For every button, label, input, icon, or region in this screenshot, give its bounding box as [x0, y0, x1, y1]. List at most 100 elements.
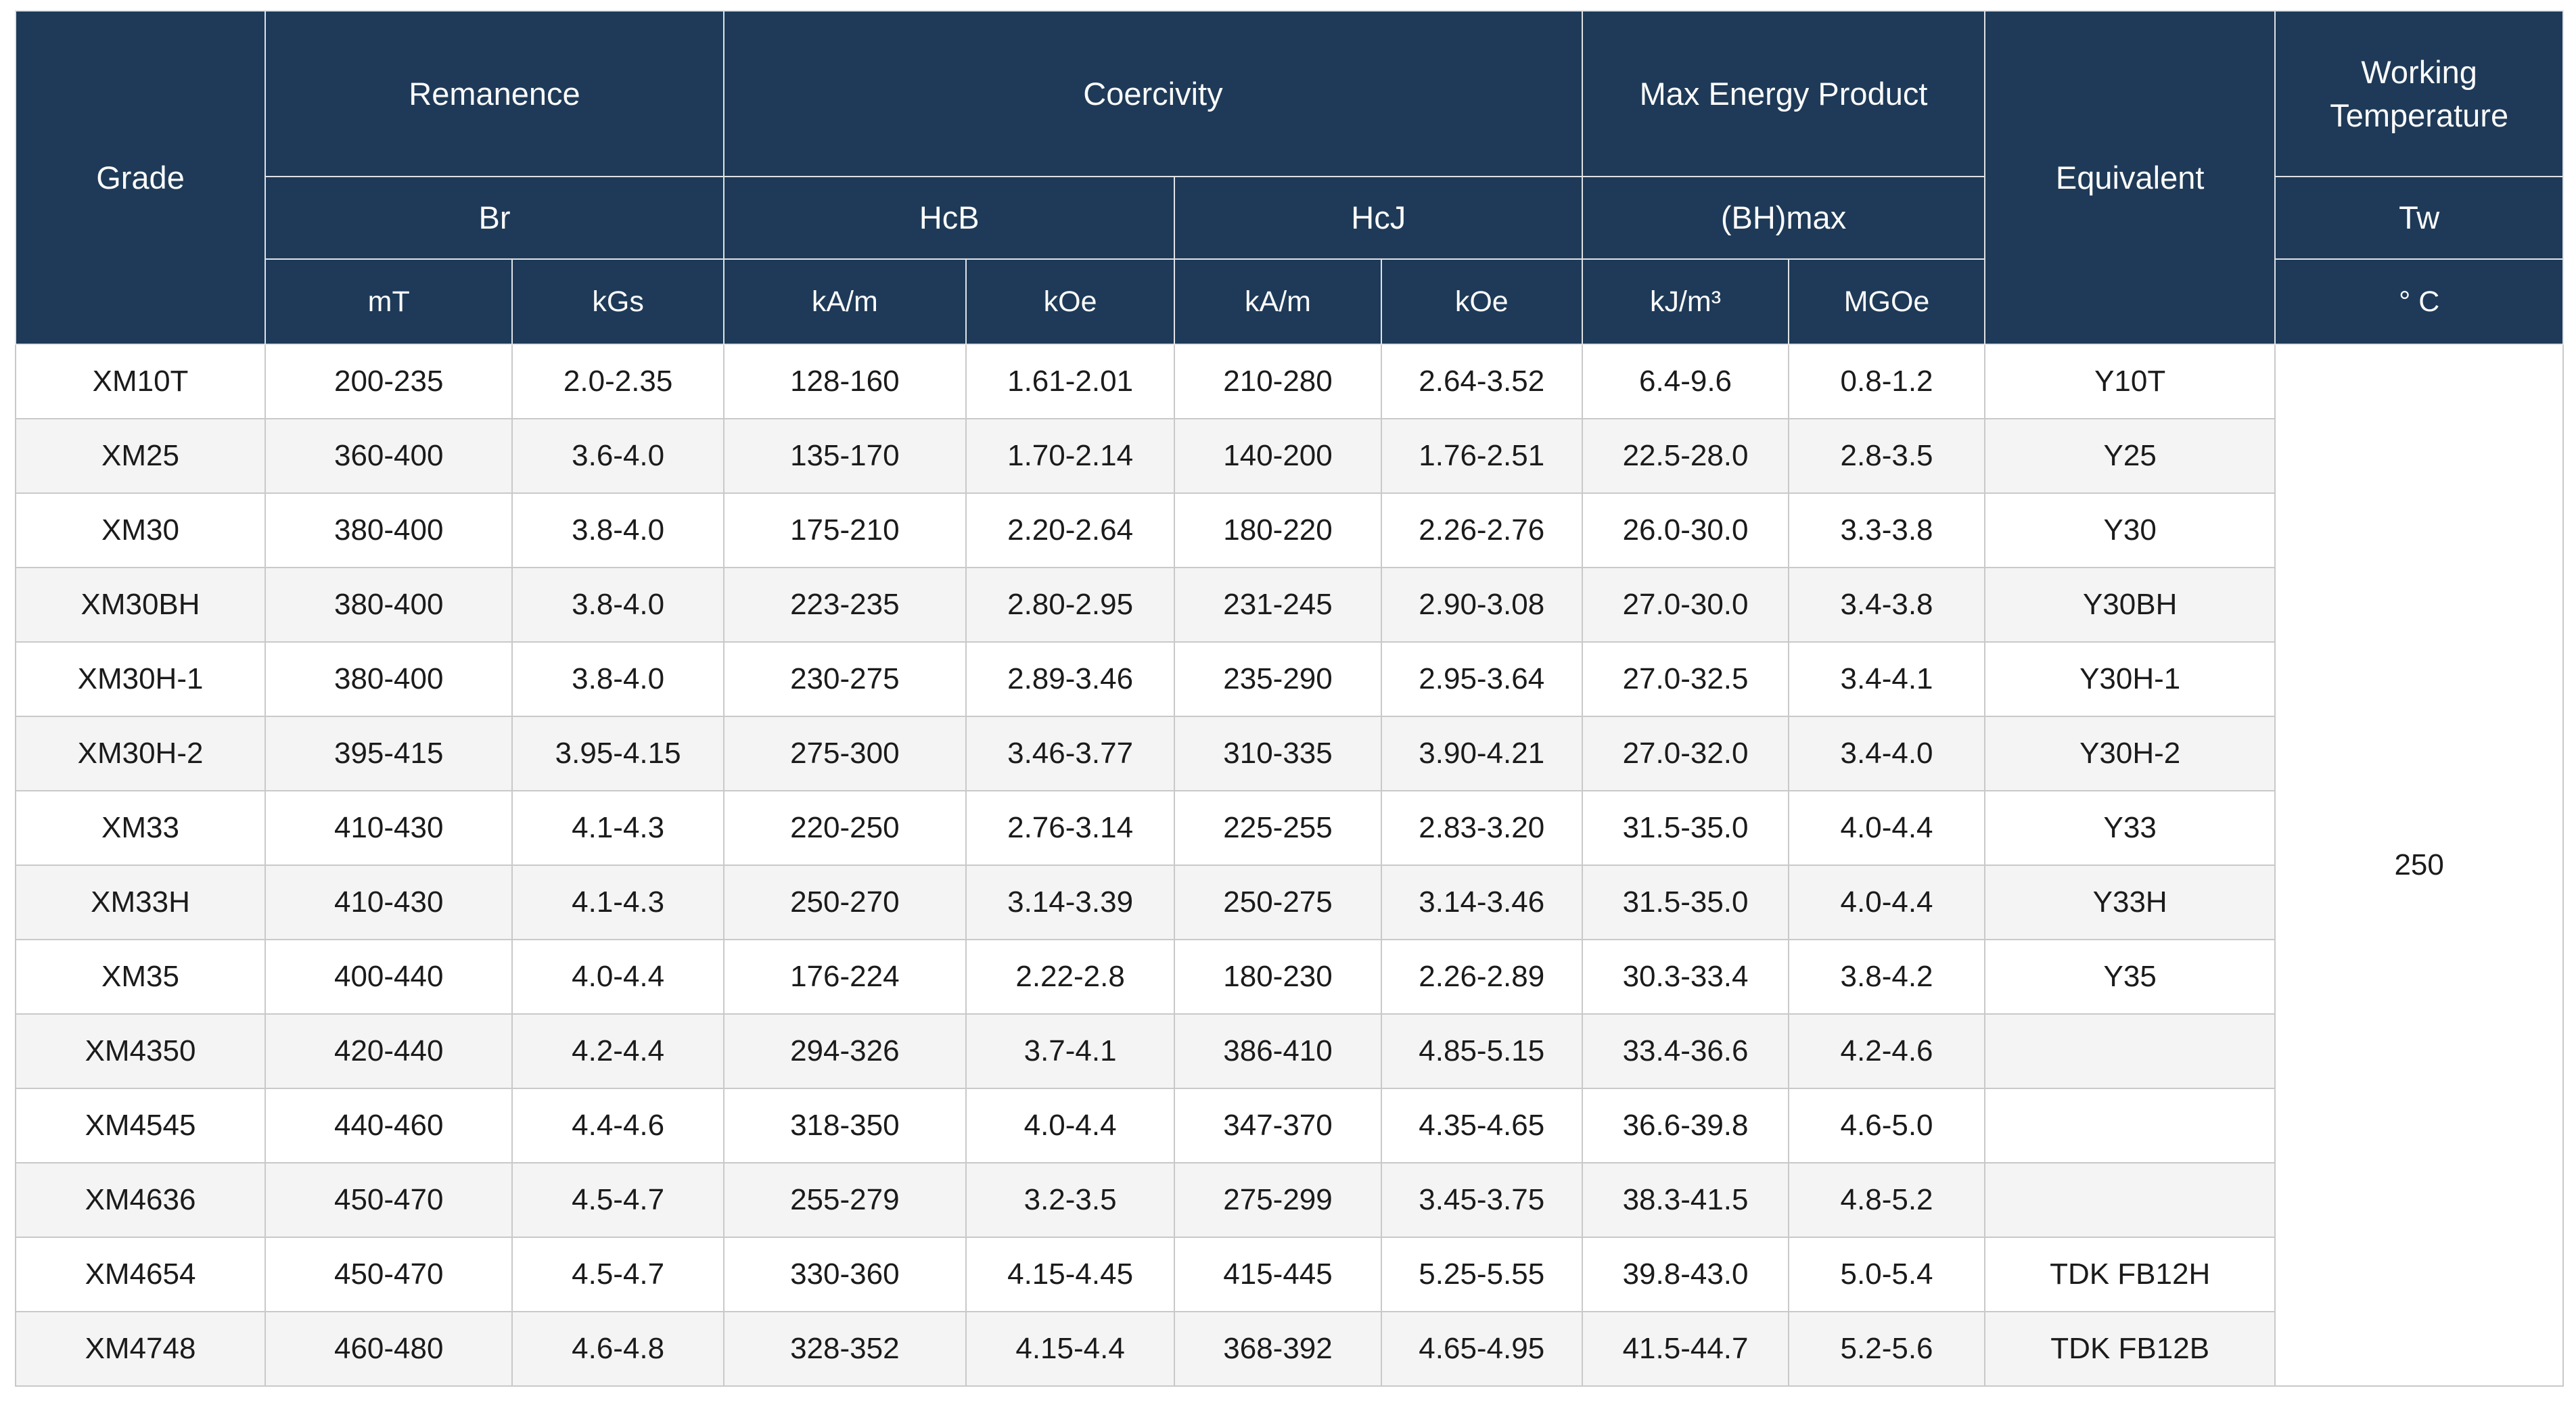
- kjm3-cell: 39.8-43.0: [1582, 1237, 1790, 1312]
- grade-cell: XM25: [14, 418, 267, 494]
- equivalent-cell: Y35: [1984, 939, 2276, 1015]
- mt-cell: 400-440: [264, 939, 513, 1015]
- table-row: XM4748 460-480 4.6-4.8 328-352 4.15-4.4 368-3…: [14, 1311, 2563, 1387]
- hcb-kam-cell: 255-279: [722, 1162, 967, 1238]
- hcb-kam-cell: 318-350: [722, 1088, 967, 1163]
- hcb-kam-cell: 330-360: [722, 1237, 967, 1312]
- hcb-koe-cell: 3.7-4.1: [965, 1013, 1176, 1089]
- hcj-koe-cell: 1.76-2.51: [1380, 418, 1584, 494]
- kgs-cell: 3.8-4.0: [511, 641, 724, 717]
- mgoe-cell: 3.4-4.0: [1788, 716, 1986, 791]
- kgs-cell: 3.6-4.0: [511, 418, 724, 494]
- header-working-temperature: Working Temperature: [2274, 10, 2564, 177]
- unit-hcb-kam: kA/m: [722, 258, 967, 345]
- hcb-koe-cell: 4.15-4.45: [965, 1237, 1176, 1312]
- hcj-kam-cell: 415-445: [1174, 1237, 1382, 1312]
- working-temperature-value: 250: [2274, 344, 2564, 1387]
- unit-hcb-koe: kOe: [965, 258, 1176, 345]
- hcb-koe-cell: 4.0-4.4: [965, 1088, 1176, 1163]
- hcb-kam-cell: 175-210: [722, 492, 967, 568]
- kgs-cell: 4.5-4.7: [511, 1162, 724, 1238]
- header-hcj: HcJ: [1174, 176, 1584, 260]
- table-body: XM10T 200-235 2.0-2.35 128-160 1.61-2.01 210-…: [14, 344, 2564, 1387]
- grade-cell: XM4748: [14, 1311, 267, 1387]
- hcj-kam-cell: 225-255: [1174, 790, 1382, 866]
- table-row: XM30H-1 380-400 3.8-4.0 230-275 2.89-3.46 235…: [14, 641, 2563, 717]
- hcb-koe-cell: 4.15-4.4: [965, 1311, 1176, 1387]
- kjm3-cell: 31.5-35.0: [1582, 864, 1790, 940]
- hcj-kam-cell: 386-410: [1174, 1013, 1382, 1089]
- header-equivalent: Equivalent: [1984, 10, 2276, 345]
- kgs-cell: 4.6-4.8: [511, 1311, 724, 1387]
- hcj-koe-cell: 4.65-4.95: [1380, 1311, 1584, 1387]
- grade-cell: XM30BH: [14, 567, 267, 643]
- mgoe-cell: 4.2-4.6: [1788, 1013, 1986, 1089]
- hcb-koe-cell: 1.61-2.01: [965, 344, 1176, 419]
- kjm3-cell: 27.0-32.0: [1582, 716, 1790, 791]
- hcb-kam-cell: 275-300: [722, 716, 967, 791]
- mt-cell: 380-400: [264, 567, 513, 643]
- unit-celsius: ° C: [2274, 258, 2564, 345]
- equivalent-cell: [1984, 1013, 2276, 1089]
- grade-cell: XM30H-2: [14, 716, 267, 791]
- kjm3-cell: 22.5-28.0: [1582, 418, 1790, 494]
- kgs-cell: 2.0-2.35: [511, 344, 724, 419]
- grade-cell: XM30: [14, 492, 267, 568]
- grade-cell: XM30H-1: [14, 641, 267, 717]
- table-row: XM33H 410-430 4.1-4.3 250-270 3.14-3.39 250-2…: [14, 864, 2563, 940]
- table-row: XM30H-2 395-415 3.95-4.15 275-300 3.46-3.77 3…: [14, 716, 2563, 791]
- table-row: XM35 400-440 4.0-4.4 176-224 2.22-2.8 180-230…: [14, 939, 2563, 1015]
- hcb-kam-cell: 294-326: [722, 1013, 967, 1089]
- kjm3-cell: 36.6-39.8: [1582, 1088, 1790, 1163]
- unit-mt: mT: [264, 258, 513, 345]
- mt-cell: 420-440: [264, 1013, 513, 1089]
- kgs-cell: 4.0-4.4: [511, 939, 724, 1015]
- unit-kgs: kGs: [511, 258, 724, 345]
- header-tw: Tw: [2274, 176, 2564, 260]
- table-row: XM10T 200-235 2.0-2.35 128-160 1.61-2.01 210-…: [14, 344, 2564, 1387]
- hcj-koe-cell: 4.85-5.15: [1380, 1013, 1584, 1089]
- equivalent-cell: [1984, 1088, 2276, 1163]
- hcj-kam-cell: 235-290: [1174, 641, 1382, 717]
- header-grade: Grade: [14, 10, 267, 345]
- grade-cell: XM4545: [14, 1088, 267, 1163]
- hcj-koe-cell: 4.35-4.65: [1380, 1088, 1584, 1163]
- equivalent-cell: [1984, 1162, 2276, 1238]
- mt-cell: 200-235: [264, 344, 513, 419]
- kjm3-cell: 31.5-35.0: [1582, 790, 1790, 866]
- hcj-kam-cell: 140-200: [1174, 418, 1382, 494]
- mt-cell: 410-430: [264, 864, 513, 940]
- kgs-cell: 3.95-4.15: [511, 716, 724, 791]
- hcj-kam-cell: 180-230: [1174, 939, 1382, 1015]
- mgoe-cell: 3.8-4.2: [1788, 939, 1986, 1015]
- magnet-grades-table: Grade Remanence Coercivity Max Energy Pr…: [14, 10, 2564, 1387]
- equivalent-cell: Y30BH: [1984, 567, 2276, 643]
- grade-cell: XM33: [14, 790, 267, 866]
- mt-cell: 410-430: [264, 790, 513, 866]
- table-row: XM33 410-430 4.1-4.3 220-250 2.76-3.14 225-25…: [14, 790, 2563, 866]
- table-row: XM30BH 380-400 3.8-4.0 223-235 2.80-2.95 231-…: [14, 567, 2563, 643]
- equivalent-cell: Y30: [1984, 492, 2276, 568]
- mt-cell: 380-400: [264, 492, 513, 568]
- grade-cell: XM4654: [14, 1237, 267, 1312]
- kgs-cell: 4.1-4.3: [511, 864, 724, 940]
- hcb-koe-cell: 3.46-3.77: [965, 716, 1176, 791]
- hcj-kam-cell: 210-280: [1174, 344, 1382, 419]
- mgoe-cell: 3.4-3.8: [1788, 567, 1986, 643]
- equivalent-cell: Y33H: [1984, 864, 2276, 940]
- hcb-koe-cell: 1.70-2.14: [965, 418, 1176, 494]
- header-hcb: HcB: [722, 176, 1176, 260]
- magnet-grades-table-wrap: Grade Remanence Coercivity Max Energy Pr…: [14, 10, 2564, 1387]
- hcb-kam-cell: 230-275: [722, 641, 967, 717]
- table-row: XM30 380-400 3.8-4.0 175-210 2.20-2.64 180-22…: [14, 492, 2563, 568]
- mgoe-cell: 4.0-4.4: [1788, 790, 1986, 866]
- mgoe-cell: 3.4-4.1: [1788, 641, 1986, 717]
- unit-hcj-kam: kA/m: [1174, 258, 1382, 345]
- hcj-kam-cell: 231-245: [1174, 567, 1382, 643]
- hcb-koe-cell: 2.80-2.95: [965, 567, 1176, 643]
- hcj-kam-cell: 275-299: [1174, 1162, 1382, 1238]
- hcb-kam-cell: 328-352: [722, 1311, 967, 1387]
- hcj-koe-cell: 3.45-3.75: [1380, 1162, 1584, 1238]
- hcj-kam-cell: 368-392: [1174, 1311, 1382, 1387]
- hcj-kam-cell: 250-275: [1174, 864, 1382, 940]
